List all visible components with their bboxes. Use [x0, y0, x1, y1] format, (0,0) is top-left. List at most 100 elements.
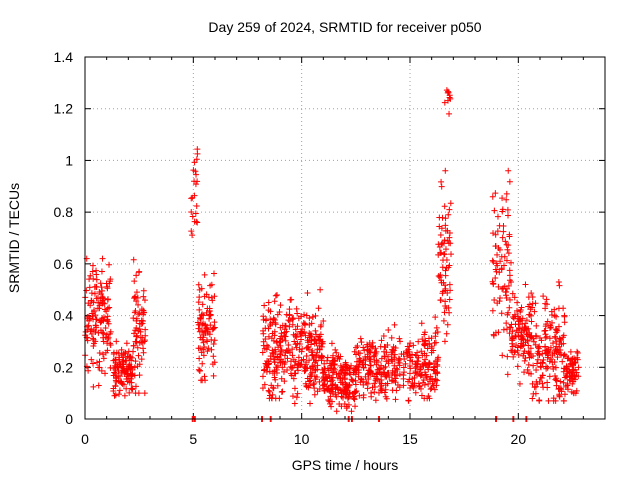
data-point	[277, 324, 284, 331]
y-tick-label: 0.8	[54, 204, 74, 220]
data-point	[317, 286, 324, 293]
data-point	[357, 379, 364, 386]
data-point	[405, 397, 412, 404]
data-point	[259, 349, 266, 356]
data-point	[442, 215, 449, 222]
data-point	[199, 311, 206, 318]
data-point	[306, 315, 313, 322]
data-point	[290, 331, 297, 338]
x-tick-label: 5	[189, 431, 197, 447]
data-point	[318, 340, 325, 347]
data-point	[98, 290, 105, 297]
data-point	[520, 336, 527, 343]
data-point	[516, 380, 523, 387]
data-point	[499, 234, 506, 241]
data-point	[434, 328, 441, 335]
data-point	[296, 340, 303, 347]
data-point	[265, 360, 272, 367]
data-point	[195, 366, 202, 373]
data-point	[447, 240, 454, 247]
data-point	[133, 298, 140, 305]
data-point	[503, 196, 510, 203]
data-point	[571, 355, 578, 362]
data-point	[509, 290, 516, 297]
data-point	[524, 366, 531, 373]
data-point	[88, 297, 95, 304]
data-point	[94, 305, 101, 312]
data-point	[372, 384, 379, 391]
data-point	[294, 390, 301, 397]
y-tick-label: 0.6	[54, 256, 74, 272]
data-point	[409, 358, 416, 365]
data-point	[208, 294, 215, 301]
data-point	[333, 393, 340, 400]
data-point	[99, 287, 106, 294]
data-point	[90, 383, 97, 390]
data-point	[421, 329, 428, 336]
data-point	[553, 377, 560, 384]
data-point	[290, 315, 297, 322]
data-point	[396, 335, 403, 342]
data-point	[383, 395, 390, 402]
data-point	[504, 353, 511, 360]
data-point	[430, 367, 437, 374]
data-point	[555, 305, 562, 312]
data-point	[405, 346, 412, 353]
data-point	[494, 300, 501, 307]
data-point	[210, 353, 217, 360]
data-point	[316, 333, 323, 340]
data-point	[130, 348, 137, 355]
data-point	[105, 334, 112, 341]
data-point	[140, 293, 147, 300]
data-point	[440, 317, 447, 324]
data-point	[349, 377, 356, 384]
data-point	[211, 359, 218, 366]
data-point	[85, 367, 92, 374]
data-point	[573, 369, 580, 376]
data-point	[305, 339, 312, 346]
data-point	[312, 367, 319, 374]
data-point	[384, 370, 391, 377]
data-point	[504, 311, 511, 318]
data-point	[539, 350, 546, 357]
data-point	[326, 387, 333, 394]
data-point	[123, 367, 130, 374]
data-point	[197, 314, 204, 321]
data-point	[271, 332, 278, 339]
data-point	[335, 389, 342, 396]
data-point	[298, 348, 305, 355]
data-point	[299, 345, 306, 352]
data-point	[368, 390, 375, 397]
data-point	[268, 335, 275, 342]
data-point	[540, 293, 547, 300]
data-point	[140, 287, 147, 294]
data-point	[201, 271, 208, 278]
data-point	[525, 361, 532, 368]
data-point	[533, 333, 540, 340]
data-point	[342, 380, 349, 387]
data-point	[542, 344, 549, 351]
data-point	[191, 218, 198, 225]
data-point	[329, 360, 336, 367]
data-point	[126, 389, 133, 396]
data-point	[409, 351, 416, 358]
data-point	[326, 398, 333, 405]
data-point	[412, 352, 419, 359]
data-point	[102, 349, 109, 356]
data-point	[193, 156, 200, 163]
data-point	[280, 368, 287, 375]
data-point	[548, 324, 555, 331]
data-point	[352, 403, 359, 410]
data-point	[524, 337, 531, 344]
data-point	[556, 385, 563, 392]
data-point	[503, 320, 510, 327]
data-point	[103, 280, 110, 287]
data-point	[512, 321, 519, 328]
data-point	[281, 326, 288, 333]
data-point	[368, 343, 375, 350]
data-point	[97, 319, 104, 326]
data-point	[197, 315, 204, 322]
data-point	[289, 346, 296, 353]
data-point	[501, 283, 508, 290]
data-point	[261, 302, 268, 309]
